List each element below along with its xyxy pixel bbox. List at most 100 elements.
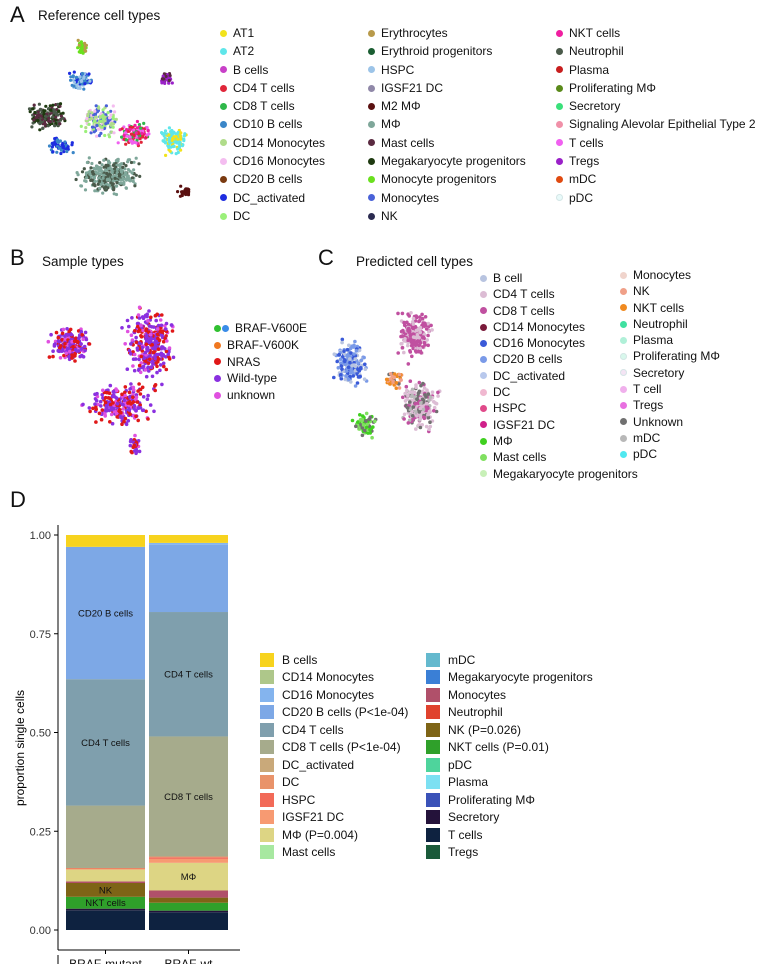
legend-dot — [556, 176, 563, 184]
reference-legend-item-megakaryocyte-progenitors: Megakaryocyte progenitors — [368, 152, 526, 170]
predicted-legend-item-m: MΦ — [480, 433, 638, 449]
umap-point — [87, 406, 92, 410]
panel-a-letter: A — [10, 2, 25, 27]
umap-point — [434, 409, 439, 414]
umap-point — [170, 128, 174, 133]
umap-point — [125, 134, 129, 138]
umap-point — [145, 314, 149, 319]
umap-point — [144, 359, 148, 364]
umap-point — [89, 166, 93, 170]
sample-type-umap-plot — [46, 305, 176, 456]
umap-point — [421, 404, 426, 408]
umap-point — [371, 425, 375, 429]
umap-point — [414, 314, 418, 318]
legend-swatch — [426, 722, 440, 737]
umap-point — [125, 367, 130, 371]
legend-label: Megakaryocyte progenitors — [448, 670, 593, 685]
predicted-legend-col-1: B cell CD4 T cells CD8 T cells CD14 Monocyt… — [480, 270, 638, 482]
umap-point — [65, 149, 69, 154]
umap-point — [111, 104, 115, 108]
umap-point — [179, 137, 183, 141]
reference-legend-item-cd10-b-cells: CD10 B cells — [220, 115, 325, 133]
legend-dot — [368, 194, 375, 202]
predicted-legend-item-mast-cells: Mast cells — [480, 449, 638, 465]
umap-point — [27, 107, 32, 111]
umap-point — [396, 311, 400, 316]
umap-point — [400, 345, 405, 350]
umap-point — [58, 346, 62, 350]
umap-point — [354, 349, 359, 353]
legend-dot — [220, 157, 227, 165]
umap-point — [101, 191, 105, 195]
legend-swatch — [426, 757, 440, 772]
umap-point — [410, 414, 415, 418]
umap-point — [348, 357, 352, 361]
umap-point — [408, 379, 413, 383]
sample-legend-item-wild-type: Wild-type — [214, 370, 307, 387]
legend-dot — [556, 157, 563, 165]
umap-point — [38, 128, 42, 132]
umap-point — [87, 72, 91, 76]
umap-point — [349, 371, 353, 375]
umap-point — [70, 356, 74, 360]
umap-point — [131, 364, 135, 368]
legend-swatch — [426, 652, 440, 667]
umap-point — [95, 394, 100, 399]
predicted-legend-item-nkt-cells: NKT cells — [620, 300, 720, 316]
legend-label: Monocytes — [633, 268, 692, 282]
legend-label: pDC — [633, 447, 658, 462]
umap-point — [426, 415, 431, 420]
umap-point — [83, 188, 88, 192]
legend-label: B cells — [233, 62, 269, 77]
umap-point — [155, 370, 159, 375]
umap-point — [410, 354, 414, 359]
umap-point — [414, 427, 418, 431]
sample-legend-item-braf-v600k: BRAF-V600K — [214, 337, 307, 354]
umap-point — [32, 103, 36, 107]
umap-point — [138, 341, 142, 346]
umap-point — [58, 102, 63, 106]
umap-point — [57, 146, 61, 150]
umap-point — [65, 146, 69, 150]
umap-point — [163, 141, 168, 145]
umap-point — [60, 331, 65, 336]
reference-legend-item-dc-activated: DC_activated — [220, 189, 325, 207]
umap-point — [401, 395, 405, 400]
umap-point — [61, 111, 65, 115]
umap-point — [72, 84, 76, 88]
umap-point — [100, 393, 104, 397]
umap-point — [110, 169, 114, 173]
umap-point — [420, 397, 425, 402]
umap-point — [164, 153, 168, 157]
umap-point — [368, 427, 372, 432]
umap-point — [132, 168, 136, 172]
umap-point — [168, 74, 172, 78]
umap-point — [108, 116, 112, 120]
umap-point — [103, 395, 108, 400]
umap-point — [436, 390, 440, 395]
umap-point — [43, 122, 47, 126]
umap-point — [394, 386, 399, 390]
umap-point — [160, 382, 164, 387]
umap-point — [364, 411, 369, 416]
umap-point — [402, 350, 406, 355]
umap-point — [83, 348, 87, 353]
umap-point — [154, 361, 158, 365]
umap-point — [141, 395, 146, 399]
bar-segment-braf-wt-b-cells — [149, 535, 228, 543]
umap-point — [82, 87, 86, 91]
umap-point — [416, 349, 421, 354]
umap-point — [96, 402, 100, 407]
legend-label: Mast cells — [381, 135, 435, 150]
bar-label-braf-mutant-nk: NK — [99, 885, 113, 896]
predicted-legend-item-cd16-monocytes: CD16 Monocytes — [480, 335, 638, 351]
umap-point — [135, 346, 140, 350]
umap-point — [42, 109, 46, 113]
umap-point — [156, 357, 161, 361]
reference-legend-item-m2-m: M2 MΦ — [368, 97, 526, 115]
umap-point — [151, 350, 156, 355]
umap-point — [164, 355, 168, 359]
bar-segment-braf-wt-cd8-t-cells — [149, 736, 228, 857]
umap-point — [76, 38, 80, 42]
legend-dot — [556, 29, 563, 37]
